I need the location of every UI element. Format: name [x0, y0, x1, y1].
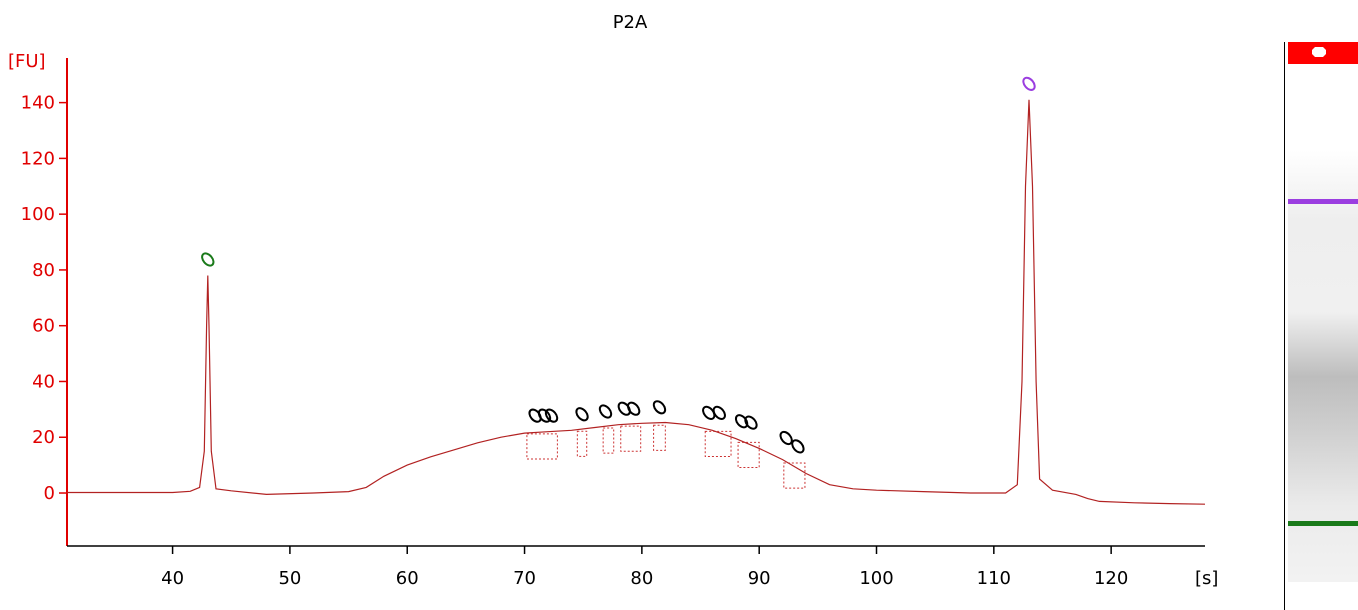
peak-region [576, 430, 588, 457]
peak-region [526, 433, 558, 460]
x-tick-label: 120 [1094, 568, 1128, 589]
x-tick-label: 70 [513, 568, 536, 589]
y-tick-label: 120 [21, 148, 55, 169]
peak-markers [201, 76, 1036, 454]
peak-marker [575, 407, 589, 422]
electropherogram-chart: P2A [FU] [s] 0 20 40 60 80 100 120 140 40 50 60 70 8… [8, 12, 1218, 589]
x-tick-label: 110 [977, 568, 1011, 589]
peak-region [653, 424, 666, 451]
peak-region [783, 462, 806, 489]
peak-marker [779, 430, 793, 446]
y-tick-label: 40 [32, 371, 55, 392]
gel-upper-marker-band [1288, 199, 1358, 204]
peak-marker [201, 252, 215, 267]
peak-marker [1022, 76, 1036, 91]
y-tick-label: 140 [21, 93, 55, 114]
peak-marker [537, 408, 552, 423]
gel-lane-background [1288, 42, 1358, 582]
peak-marker [652, 400, 667, 415]
peak-marker [598, 404, 613, 419]
peak-marker [702, 405, 716, 420]
peak-region [704, 430, 732, 457]
x-tick-label: 40 [161, 568, 184, 589]
axes: 0 20 40 60 80 100 120 140 40 50 60 70 80 90 100 110 120 [21, 58, 1205, 589]
y-axis-label: [FU] [8, 51, 46, 72]
peak-marker [544, 408, 559, 423]
y-tick-label: 20 [32, 427, 55, 448]
trace-line [67, 99, 1206, 505]
peak-regions [526, 424, 806, 489]
x-tick-label: 50 [278, 568, 301, 589]
peak-marker [734, 414, 749, 429]
peak-marker [744, 415, 758, 430]
y-tick-label: 80 [32, 260, 55, 281]
y-tick-label: 0 [44, 483, 55, 504]
x-tick-label: 100 [859, 568, 893, 589]
peak-marker [712, 405, 726, 420]
peak-region [602, 427, 615, 454]
peak-region [620, 425, 642, 452]
y-tick-label: 60 [32, 316, 55, 337]
chart-title: P2A [613, 12, 648, 33]
peak-marker [626, 401, 641, 416]
peak-marker [791, 439, 805, 454]
peak-region [737, 441, 760, 469]
trace [67, 99, 1206, 505]
x-axis-label: [s] [1195, 568, 1218, 589]
gel-lower-marker-band [1288, 521, 1358, 526]
gel-well-icon [1312, 47, 1326, 57]
x-tick-label: 80 [630, 568, 653, 589]
y-tick-label: 100 [21, 204, 55, 225]
x-tick-label: 60 [396, 568, 419, 589]
gel-lane [1284, 42, 1358, 610]
x-tick-label: 90 [748, 568, 771, 589]
